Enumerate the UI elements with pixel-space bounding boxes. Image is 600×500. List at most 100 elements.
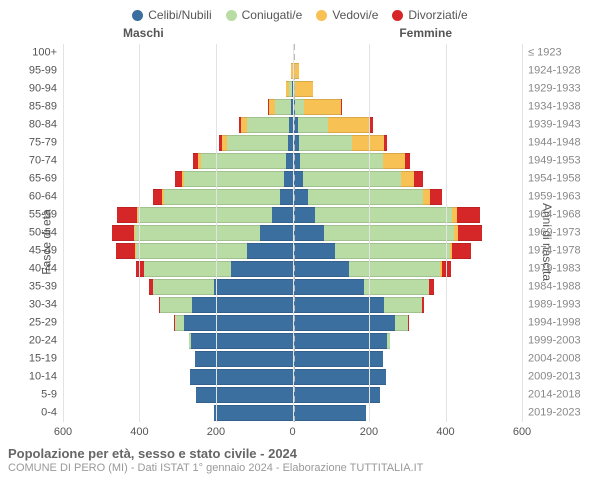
birth-year-label: 1979-1983 — [522, 264, 581, 275]
age-label: 60-64 — [29, 192, 63, 203]
bar-male — [63, 189, 293, 204]
bar-segment — [293, 279, 365, 294]
bar-segment — [160, 297, 192, 312]
age-label: 20-24 — [29, 336, 63, 347]
bar-segment — [153, 279, 213, 294]
age-label: 75-79 — [29, 138, 63, 149]
bar-segment — [293, 207, 315, 222]
bar-female — [293, 225, 523, 240]
bar-segment — [201, 153, 286, 168]
bar-segment — [227, 135, 288, 150]
bar-segment — [384, 297, 421, 312]
birth-year-label: ≤ 1923 — [522, 48, 562, 59]
bar-male — [63, 153, 293, 168]
birth-year-label: 1964-1968 — [522, 210, 581, 221]
birth-year-label: 2004-2008 — [522, 354, 581, 365]
legend-swatch — [392, 10, 403, 21]
bar-female — [293, 387, 523, 402]
bar-segment — [298, 117, 328, 132]
bar-segment — [293, 261, 350, 276]
bar-segment — [430, 189, 441, 204]
bar-segment — [275, 99, 291, 114]
bar-female — [293, 207, 523, 222]
bar-female — [293, 189, 523, 204]
x-tick-label: 400 — [130, 426, 148, 438]
bar-segment — [135, 225, 260, 240]
plot-area: 100+≤ 192395-991924-192890-941929-193385… — [63, 44, 522, 422]
bar-segment — [414, 171, 422, 186]
bar-segment — [191, 333, 293, 348]
bar-segment — [384, 135, 388, 150]
bar-segment — [184, 171, 284, 186]
bar-segment — [117, 207, 137, 222]
legend-swatch — [132, 10, 143, 21]
bar-female — [293, 45, 523, 60]
bar-segment — [349, 261, 440, 276]
bar-segment — [138, 207, 272, 222]
bar-segment — [341, 99, 343, 114]
gridline — [522, 44, 523, 422]
age-label: 35-39 — [29, 282, 63, 293]
bar-segment — [324, 225, 454, 240]
bar-segment — [293, 315, 396, 330]
age-label: 5-9 — [41, 390, 63, 401]
birth-year-label: 1974-1978 — [522, 246, 581, 257]
bar-female — [293, 261, 523, 276]
x-tick-label: 200 — [360, 426, 378, 438]
age-label: 25-29 — [29, 318, 63, 329]
bar-segment — [405, 153, 410, 168]
bar-female — [293, 315, 523, 330]
bar-male — [63, 279, 293, 294]
legend-label: Vedovi/e — [332, 8, 378, 22]
bar-segment — [457, 207, 480, 222]
birth-year-label: 1929-1933 — [522, 84, 581, 95]
bar-male — [63, 45, 293, 60]
legend-item: Coniugati/e — [226, 8, 303, 22]
bar-female — [293, 135, 523, 150]
age-label: 30-34 — [29, 300, 63, 311]
bar-segment — [241, 117, 248, 132]
bar-male — [63, 333, 293, 348]
bar-segment — [247, 117, 288, 132]
bar-segment — [383, 153, 405, 168]
bar-segment — [293, 405, 366, 420]
header-female: Femmine — [399, 26, 452, 40]
gridline — [369, 44, 370, 422]
x-tick-label: 200 — [207, 426, 225, 438]
bar-female — [293, 297, 523, 312]
legend-item: Divorziati/e — [392, 8, 467, 22]
bar-segment — [192, 297, 292, 312]
birth-year-label: 1994-1998 — [522, 318, 581, 329]
birth-year-label: 1969-1973 — [522, 228, 581, 239]
bar-male — [63, 315, 293, 330]
bar-segment — [293, 333, 388, 348]
age-label: 10-14 — [29, 372, 63, 383]
header-male: Maschi — [123, 26, 164, 40]
legend-label: Coniugati/e — [242, 8, 303, 22]
bar-segment — [401, 171, 414, 186]
bar-segment — [408, 315, 409, 330]
bar-female — [293, 243, 523, 258]
bar-segment — [175, 171, 182, 186]
bar-segment — [429, 279, 434, 294]
bar-segment — [335, 243, 451, 258]
x-axis: 6004002000200400600 — [63, 424, 522, 440]
bar-female — [293, 405, 523, 420]
age-label: 95-99 — [29, 66, 63, 77]
bar-male — [63, 207, 293, 222]
bar-segment — [260, 225, 292, 240]
bar-male — [63, 297, 293, 312]
legend-item: Celibi/Nubili — [132, 8, 211, 22]
gridline — [293, 44, 294, 422]
chart-footer: Popolazione per età, sesso e stato civil… — [8, 446, 592, 474]
bar-segment — [116, 243, 135, 258]
birth-year-label: 1959-1963 — [522, 192, 581, 203]
bar-segment — [293, 243, 335, 258]
gridline — [139, 44, 140, 422]
bar-segment — [195, 351, 293, 366]
bar-segment — [423, 189, 431, 204]
bar-segment — [112, 225, 134, 240]
bar-female — [293, 351, 523, 366]
bar-segment — [293, 225, 324, 240]
bar-segment — [280, 189, 293, 204]
